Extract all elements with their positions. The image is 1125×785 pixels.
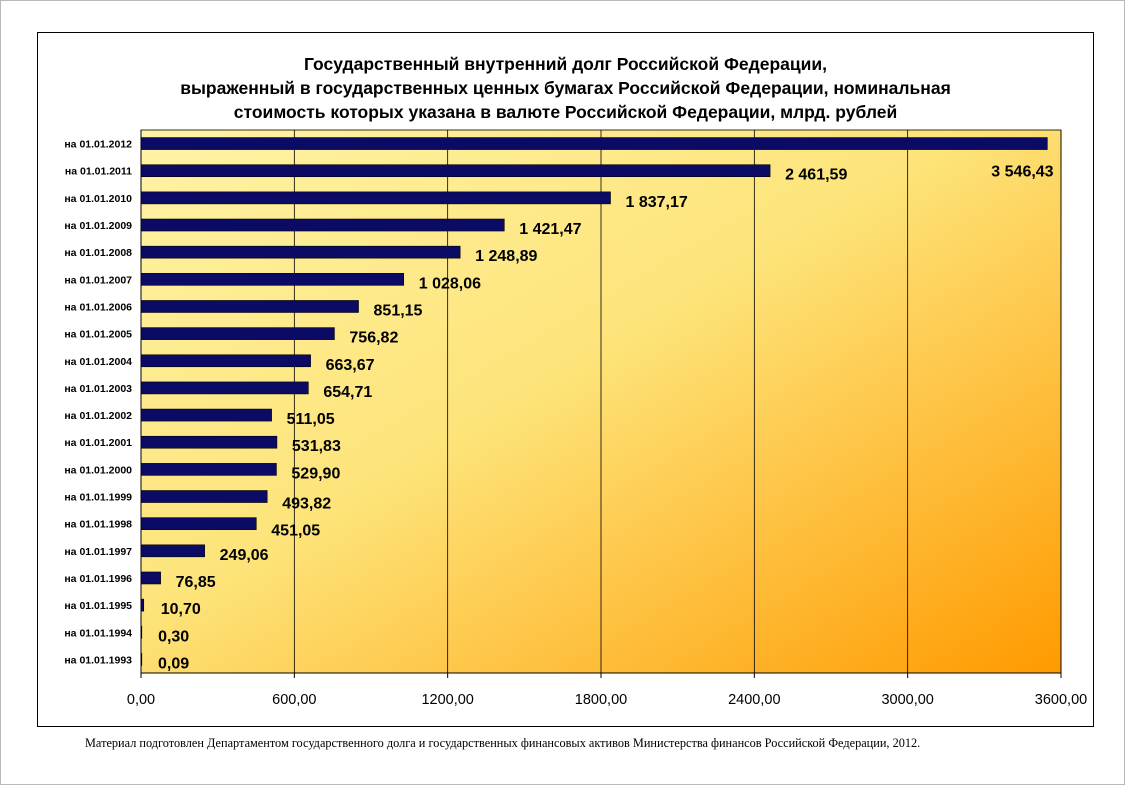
bar	[140, 408, 272, 422]
category-label: на 01.01.1998	[64, 519, 132, 531]
data-label: 451,05	[271, 523, 320, 540]
data-label: 1 837,17	[625, 194, 687, 211]
data-labels: 3 546,43 2 461,59 1 837,17 1 421,47 1 248,89…	[158, 164, 1054, 673]
category-label: на 01.01.2004	[64, 356, 132, 368]
footnote: Материал подготовлен Департаментом госуд…	[85, 736, 921, 750]
bar	[140, 327, 335, 340]
category-label: на 01.01.2008	[64, 247, 132, 259]
bar	[140, 435, 278, 449]
category-label: на 01.01.1994	[64, 627, 132, 639]
category-label: на 01.01.2006	[64, 301, 132, 313]
category-labels: на 01.01.2012 на 01.01.2011 на 01.01.2010 н…	[64, 139, 132, 667]
data-label: 2 461,59	[785, 167, 847, 184]
x-tick-label: 3600,00	[1035, 692, 1087, 708]
x-tick-label: 1200,00	[421, 692, 473, 708]
x-tick-label: 600,00	[272, 692, 316, 708]
bar	[140, 571, 161, 585]
data-label: 0,30	[158, 628, 189, 645]
bars	[140, 137, 1048, 666]
data-label: 531,83	[292, 438, 341, 455]
data-label: 10,70	[161, 601, 201, 618]
bar	[140, 598, 145, 612]
bar	[140, 164, 771, 178]
data-label: 756,82	[349, 330, 398, 347]
data-label: 1 248,89	[475, 248, 537, 265]
bar	[140, 463, 277, 476]
data-label: 493,82	[282, 496, 331, 513]
data-label: 0,09	[158, 655, 189, 672]
data-label: 249,06	[220, 547, 269, 564]
x-tick-label: 2400,00	[728, 692, 780, 708]
bar	[140, 245, 461, 259]
x-tick-label: 3000,00	[881, 692, 933, 708]
bar	[140, 354, 311, 368]
chart-title-line-2: выраженный в государственных ценных бума…	[180, 78, 951, 98]
bar	[140, 300, 359, 313]
category-label: на 01.01.2002	[64, 410, 132, 422]
data-label: 3 546,43	[991, 164, 1053, 181]
bar	[140, 137, 1048, 150]
x-tick-label: 0,00	[127, 692, 155, 708]
category-label: на 01.01.1995	[64, 600, 132, 612]
category-label: на 01.01.1999	[64, 492, 132, 504]
category-label: на 01.01.2003	[64, 383, 132, 395]
data-label: 511,05	[287, 411, 335, 428]
data-label: 1 421,47	[519, 221, 581, 238]
category-label: на 01.01.2012	[64, 139, 132, 151]
bar	[140, 653, 143, 666]
chart-title-line-1: Государственный внутренний долг Российск…	[303, 54, 828, 74]
category-label: на 01.01.1993	[64, 654, 132, 666]
chart-title-line-3: стоимость которых указана в валюте Росси…	[233, 102, 898, 122]
data-label: 654,71	[323, 384, 372, 401]
bar	[140, 218, 505, 232]
data-label: 1 028,06	[419, 275, 481, 292]
chart-title: Государственный внутренний долг Российск…	[37, 52, 1094, 124]
category-label: на 01.01.2001	[64, 437, 132, 449]
category-label: на 01.01.1996	[64, 573, 132, 585]
bar	[140, 625, 143, 639]
category-label: на 01.01.2007	[64, 274, 132, 286]
data-label: 76,85	[176, 574, 216, 591]
bar	[140, 490, 268, 503]
bar	[140, 544, 205, 558]
bar	[140, 191, 611, 205]
category-label: на 01.01.1997	[64, 546, 132, 558]
category-label: на 01.01.2005	[64, 329, 132, 341]
category-label: на 01.01.2011	[65, 166, 132, 178]
category-label: на 01.01.2000	[64, 464, 132, 476]
data-label: 663,67	[326, 357, 375, 374]
category-label: на 01.01.2009	[64, 220, 132, 232]
bar	[140, 517, 257, 530]
data-label: 851,15	[374, 302, 423, 319]
x-tick-label: 1800,00	[575, 692, 627, 708]
data-label: 529,90	[291, 465, 340, 482]
x-axis: 0,00 600,00 1200,00 1800,00 2400,00 3000,00 36…	[127, 673, 1087, 708]
bar	[140, 381, 309, 395]
category-label: на 01.01.2010	[64, 193, 132, 205]
bar	[140, 273, 405, 286]
